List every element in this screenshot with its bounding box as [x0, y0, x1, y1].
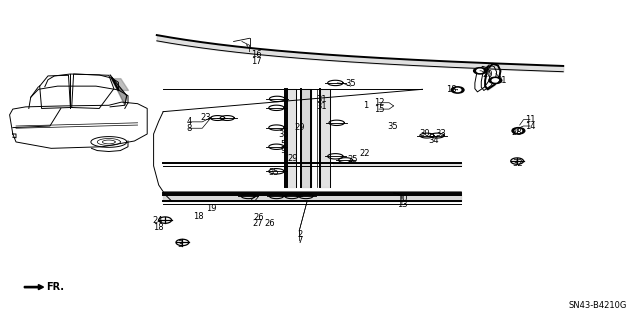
Text: 23: 23	[201, 113, 211, 122]
Text: 16: 16	[251, 50, 261, 59]
Text: 18: 18	[193, 212, 204, 221]
Text: 35: 35	[346, 79, 356, 88]
Text: 27: 27	[252, 219, 262, 228]
Text: 11: 11	[525, 115, 535, 124]
Polygon shape	[320, 89, 330, 187]
Circle shape	[451, 87, 464, 93]
Circle shape	[477, 69, 483, 72]
Circle shape	[489, 77, 502, 84]
Text: 29: 29	[287, 154, 298, 163]
Text: 22: 22	[360, 149, 370, 158]
Text: 1: 1	[364, 101, 369, 110]
Text: 35: 35	[278, 130, 289, 139]
Text: 8: 8	[187, 124, 192, 133]
Polygon shape	[285, 89, 296, 187]
Text: 13: 13	[397, 200, 407, 209]
Text: 32: 32	[512, 159, 522, 168]
Text: 22: 22	[250, 194, 260, 203]
Polygon shape	[301, 89, 311, 187]
Text: FR.: FR.	[46, 282, 64, 292]
Text: 9: 9	[280, 146, 285, 155]
Text: 29: 29	[294, 123, 305, 132]
Text: 7: 7	[297, 236, 302, 245]
Text: 24: 24	[152, 216, 163, 225]
Circle shape	[474, 68, 486, 74]
Text: 18: 18	[447, 85, 457, 94]
Text: 31: 31	[316, 95, 326, 104]
Text: 34: 34	[429, 136, 439, 145]
Text: 19: 19	[206, 204, 216, 213]
Text: 25: 25	[348, 155, 358, 164]
Text: 2: 2	[297, 230, 302, 239]
Polygon shape	[485, 64, 500, 91]
Circle shape	[512, 128, 525, 134]
Circle shape	[492, 79, 499, 82]
Text: 26: 26	[265, 219, 275, 228]
Text: 31: 31	[316, 102, 326, 111]
Text: 35: 35	[269, 168, 279, 177]
Text: 3: 3	[178, 241, 183, 249]
Text: SN43-B4210G: SN43-B4210G	[569, 301, 627, 310]
Circle shape	[515, 129, 522, 132]
Text: 15: 15	[374, 105, 384, 114]
Text: 33: 33	[435, 130, 445, 138]
Text: 35: 35	[388, 122, 398, 130]
Text: 18: 18	[154, 223, 164, 232]
Text: 28: 28	[512, 128, 522, 137]
Polygon shape	[24, 285, 44, 290]
Circle shape	[454, 88, 461, 92]
Text: 12: 12	[374, 98, 384, 107]
Text: 4: 4	[187, 117, 192, 126]
Text: 10: 10	[397, 194, 407, 203]
Text: 30: 30	[420, 130, 430, 138]
Text: 21: 21	[497, 76, 507, 85]
Text: 5: 5	[280, 140, 285, 149]
Polygon shape	[110, 75, 127, 105]
Text: 17: 17	[251, 57, 261, 66]
Text: 26: 26	[253, 213, 264, 222]
Text: 14: 14	[525, 122, 535, 130]
Text: 20: 20	[483, 70, 493, 78]
